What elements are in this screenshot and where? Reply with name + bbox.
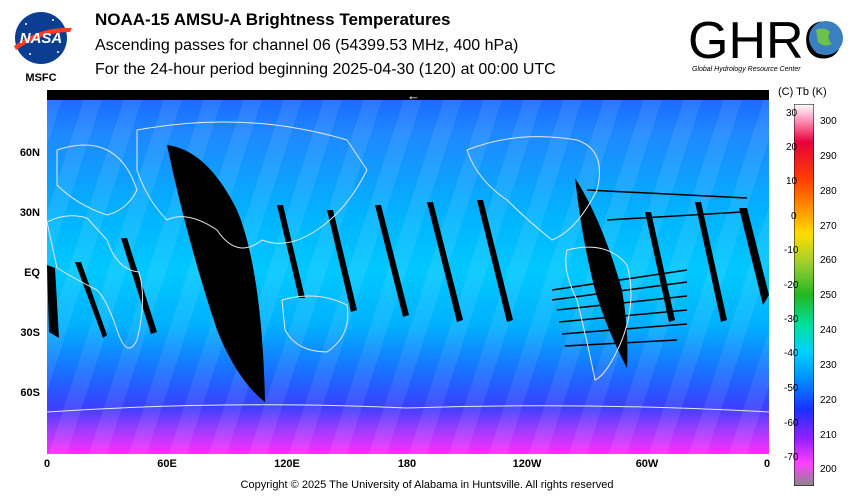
swath-gap [695,202,727,322]
msfc-logo-text: MSFC [25,72,56,84]
kelvin-tick: 290 [820,151,837,162]
swath-gap [739,208,769,305]
ghrc-logo: GHRC Global Hydrology Resource Center [686,8,846,78]
coastlines [47,121,769,413]
celsius-tick: 10 [786,176,798,187]
north-america-coastline [466,136,600,241]
scan-gap-lines [551,189,748,347]
lon-label-120w: 120W [512,458,542,470]
swath-gap [47,265,59,338]
celsius-tick: -50 [784,383,799,394]
lon-label-180: 180 [397,458,417,470]
kelvin-tick: 200 [820,464,837,475]
chart-subtitle: Ascending passes for channel 06 (54399.5… [95,37,519,54]
kelvin-tick: 270 [820,221,837,232]
swath-gap [645,212,675,322]
kelvin-tick: 250 [820,290,837,301]
lon-label-60w: 60W [635,458,659,470]
celsius-tick: -70 [784,452,799,463]
swath-gaps [47,145,769,402]
copyright-notice: Copyright © 2025 The University of Alaba… [240,479,614,491]
swath-gap [575,178,628,368]
swath-gap [327,210,357,312]
brightness-temperature-map: ← [47,90,769,454]
celsius-tick: 30 [786,108,798,119]
ghrc-logo-subtext: Global Hydrology Resource Center [692,66,801,73]
nasa-msfc-logo: NASA MSFC [8,8,78,84]
swath-gap-large [167,145,265,402]
pass-direction-arrow: ← [407,90,420,103]
celsius-tick: -30 [784,314,799,325]
lat-label-eq: EQ [24,267,40,279]
swath-banding [47,90,769,454]
kelvin-tick: 280 [820,186,837,197]
celsius-tick: -20 [784,280,799,291]
kelvin-tick: 230 [820,360,837,371]
swath-gap [427,202,463,322]
europe-coastline [56,144,138,216]
celsius-tick: -40 [784,348,799,359]
lon-label-0-right: 0 [763,458,771,470]
asia-coastline [136,121,368,249]
lat-label-30n: 30N [19,207,40,219]
kelvin-tick: 300 [820,116,837,127]
chart-period: For the 24-hour period beginning 2025-04… [95,61,556,78]
lon-label-60e: 60E [157,458,177,470]
celsius-tick: 0 [791,211,797,222]
celsius-tick: -10 [784,245,799,256]
antarctica-coastline [47,404,769,413]
lon-label-0: 0 [43,458,51,470]
south-america-coastline [565,246,632,381]
kelvin-tick: 210 [820,430,837,441]
africa-coastline [47,215,144,349]
celsius-tick: -60 [784,418,799,429]
swath-gap [75,262,107,338]
map-canvas: ← [47,90,769,454]
kelvin-tick: 240 [820,325,837,336]
chart-title: NOAA-15 AMSU-A Brightness Temperatures [95,10,451,29]
celsius-tick: 20 [786,142,798,153]
swath-gap [277,205,305,298]
no-data-top-band [47,90,769,100]
lat-label-60n: 60N [19,147,40,159]
kelvin-tick: 260 [820,255,837,266]
swath-gap [121,238,157,334]
swath-gap [477,200,513,322]
swath-gap [375,205,409,317]
lon-label-120e: 120E [274,458,300,470]
lat-label-30s: 30S [20,327,40,339]
australia-coastline [281,295,349,353]
nasa-logo-text: NASA [20,30,63,47]
colorbar-header: (C) Tb (K) [778,86,827,98]
lat-label-60s: 60S [20,387,40,399]
kelvin-tick: 220 [820,395,837,406]
